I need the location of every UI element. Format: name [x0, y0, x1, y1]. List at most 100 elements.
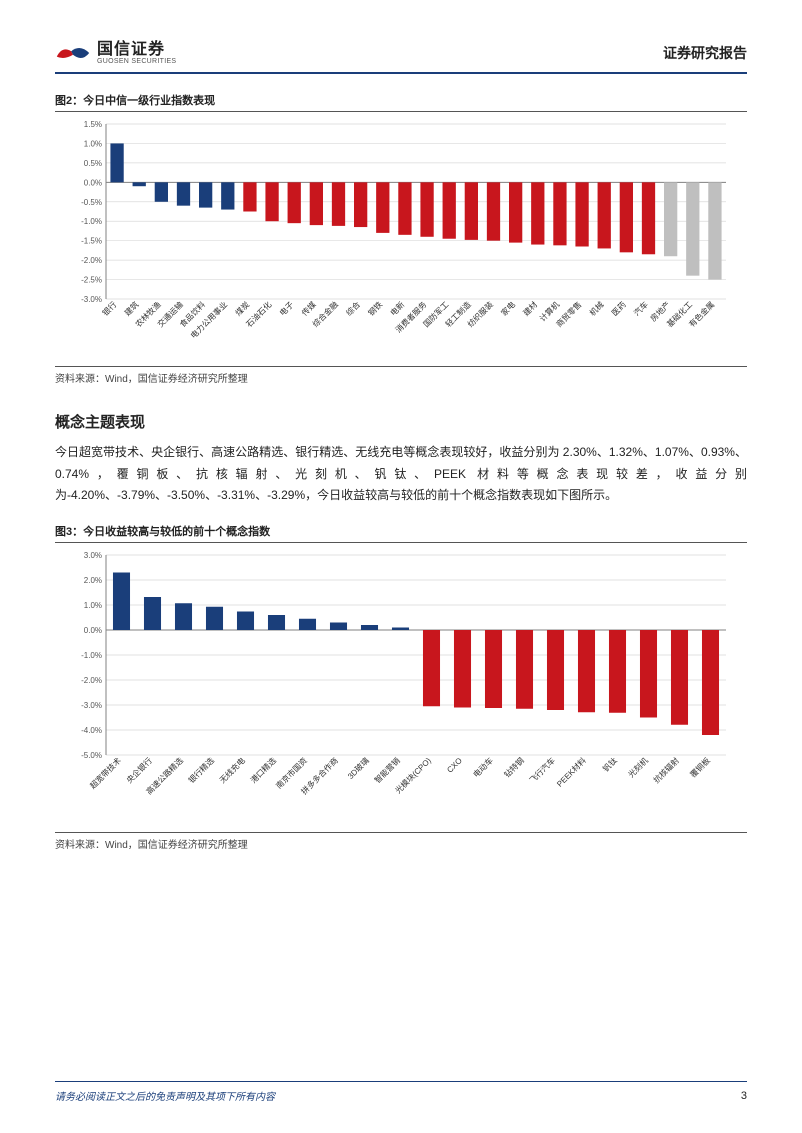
bar: [485, 630, 502, 708]
svg-text:钢铁: 钢铁: [366, 299, 384, 317]
bar: [199, 182, 212, 207]
logo-en-text: GUOSEN SECURITIES: [97, 58, 176, 65]
svg-text:无线充电: 无线充电: [217, 755, 247, 785]
page-footer: 请务必阅读正文之后的免责声明及其项下所有内容 3: [55, 1081, 747, 1103]
svg-text:覆铜板: 覆铜板: [688, 755, 712, 779]
svg-text:智能营销: 智能营销: [372, 755, 402, 785]
bar: [547, 630, 564, 710]
svg-text:-5.0%: -5.0%: [81, 751, 102, 760]
bar: [310, 182, 323, 225]
svg-text:传媒: 传媒: [299, 299, 317, 317]
bar: [221, 182, 234, 209]
bar: [206, 607, 223, 630]
svg-text:3.0%: 3.0%: [84, 551, 102, 560]
bar: [155, 182, 168, 201]
section-body: 今日超宽带技术、央企银行、高速公路精选、银行精选、无线充电等概念表现较好，收益分…: [55, 442, 747, 507]
svg-text:抗核辐射: 抗核辐射: [651, 755, 681, 785]
section-title: 概念主题表现: [55, 411, 747, 432]
bar: [268, 615, 285, 630]
bar: [509, 182, 522, 242]
svg-text:2.0%: 2.0%: [84, 576, 102, 585]
bar: [609, 630, 626, 713]
report-type-title: 证券研究报告: [663, 43, 747, 63]
bar: [487, 182, 500, 240]
svg-text:PEEK材料: PEEK材料: [554, 755, 587, 788]
svg-text:电子: 电子: [277, 299, 295, 317]
bar: [332, 182, 345, 226]
bar: [598, 182, 611, 248]
bar: [443, 182, 456, 238]
bar: [454, 630, 471, 708]
svg-text:钒钛: 钒钛: [601, 755, 619, 773]
svg-text:-2.0%: -2.0%: [81, 676, 102, 685]
svg-text:机械: 机械: [587, 299, 605, 317]
bar: [330, 622, 347, 630]
bar: [288, 182, 301, 223]
bar: [175, 603, 192, 630]
svg-text:-3.0%: -3.0%: [81, 701, 102, 710]
svg-text:1.0%: 1.0%: [84, 139, 102, 148]
bar: [354, 182, 367, 227]
svg-text:电动车: 电动车: [471, 755, 495, 779]
bar: [144, 597, 161, 630]
bar: [575, 182, 588, 246]
svg-text:医药: 医药: [609, 299, 627, 317]
svg-text:-4.0%: -4.0%: [81, 726, 102, 735]
bar: [265, 182, 278, 221]
bar: [640, 630, 657, 718]
footer-disclaimer: 请务必阅读正文之后的免责声明及其项下所有内容: [55, 1088, 275, 1103]
svg-text:汽车: 汽车: [632, 299, 650, 317]
svg-text:1.0%: 1.0%: [84, 601, 102, 610]
svg-text:家电: 家电: [499, 299, 517, 317]
bar: [392, 627, 409, 630]
svg-text:银行: 银行: [100, 299, 118, 317]
page-header: 国信证券 GUOSEN SECURITIES 证券研究报告: [55, 40, 747, 74]
svg-text:超宽带技术: 超宽带技术: [88, 755, 123, 790]
bar: [299, 619, 316, 630]
svg-text:0.5%: 0.5%: [84, 159, 102, 168]
bar: [708, 182, 721, 279]
svg-text:综合: 综合: [344, 299, 362, 317]
figure-2-title: 图2：今日中信一级行业指数表现: [55, 92, 747, 112]
svg-text:-0.5%: -0.5%: [81, 198, 102, 207]
svg-text:-1.0%: -1.0%: [81, 217, 102, 226]
svg-text:-2.5%: -2.5%: [81, 276, 102, 285]
figure-3-source: 资料来源：Wind，国信证券经济研究所整理: [55, 832, 747, 851]
svg-text:-1.0%: -1.0%: [81, 651, 102, 660]
bar: [423, 630, 440, 706]
svg-text:银行精选: 银行精选: [186, 755, 216, 785]
svg-text:港口精选: 港口精选: [248, 755, 278, 785]
bar: [133, 182, 146, 186]
bar: [531, 182, 544, 244]
bar: [516, 630, 533, 709]
svg-text:CXO: CXO: [445, 756, 464, 775]
bar: [620, 182, 633, 252]
svg-text:电新: 电新: [388, 299, 406, 317]
svg-text:建筑: 建筑: [122, 299, 140, 317]
svg-text:-1.5%: -1.5%: [81, 237, 102, 246]
svg-text:1.5%: 1.5%: [84, 120, 102, 129]
figure-2-block: 图2：今日中信一级行业指数表现 -3.0% -2.5% -2.0% -1.5% -1.0…: [55, 92, 747, 385]
bar: [702, 630, 719, 735]
bar: [686, 182, 699, 275]
logo-cn-text: 国信证券: [97, 42, 176, 58]
svg-text:3D玻璃: 3D玻璃: [345, 755, 371, 781]
bar: [376, 182, 389, 233]
bar: [113, 572, 130, 630]
svg-text:-2.0%: -2.0%: [81, 256, 102, 265]
svg-text:建材: 建材: [521, 299, 539, 317]
bar: [420, 182, 433, 236]
svg-text:钻特钢: 钻特钢: [502, 755, 526, 779]
svg-text:-3.0%: -3.0%: [81, 295, 102, 304]
svg-text:光刻机: 光刻机: [626, 755, 650, 779]
bar: [398, 182, 411, 235]
bar: [578, 630, 595, 712]
bar: [110, 143, 123, 182]
bar: [642, 182, 655, 254]
bar: [671, 630, 688, 725]
bar: [553, 182, 566, 245]
figure-2-source: 资料来源：Wind，国信证券经济研究所整理: [55, 366, 747, 385]
figure-2-chart: -3.0%-2.5%-2.0%-1.5%-1.0%-0.5%0.0%0.5%1.…: [55, 116, 747, 359]
bar: [664, 182, 677, 256]
svg-text:0.0%: 0.0%: [84, 626, 102, 635]
